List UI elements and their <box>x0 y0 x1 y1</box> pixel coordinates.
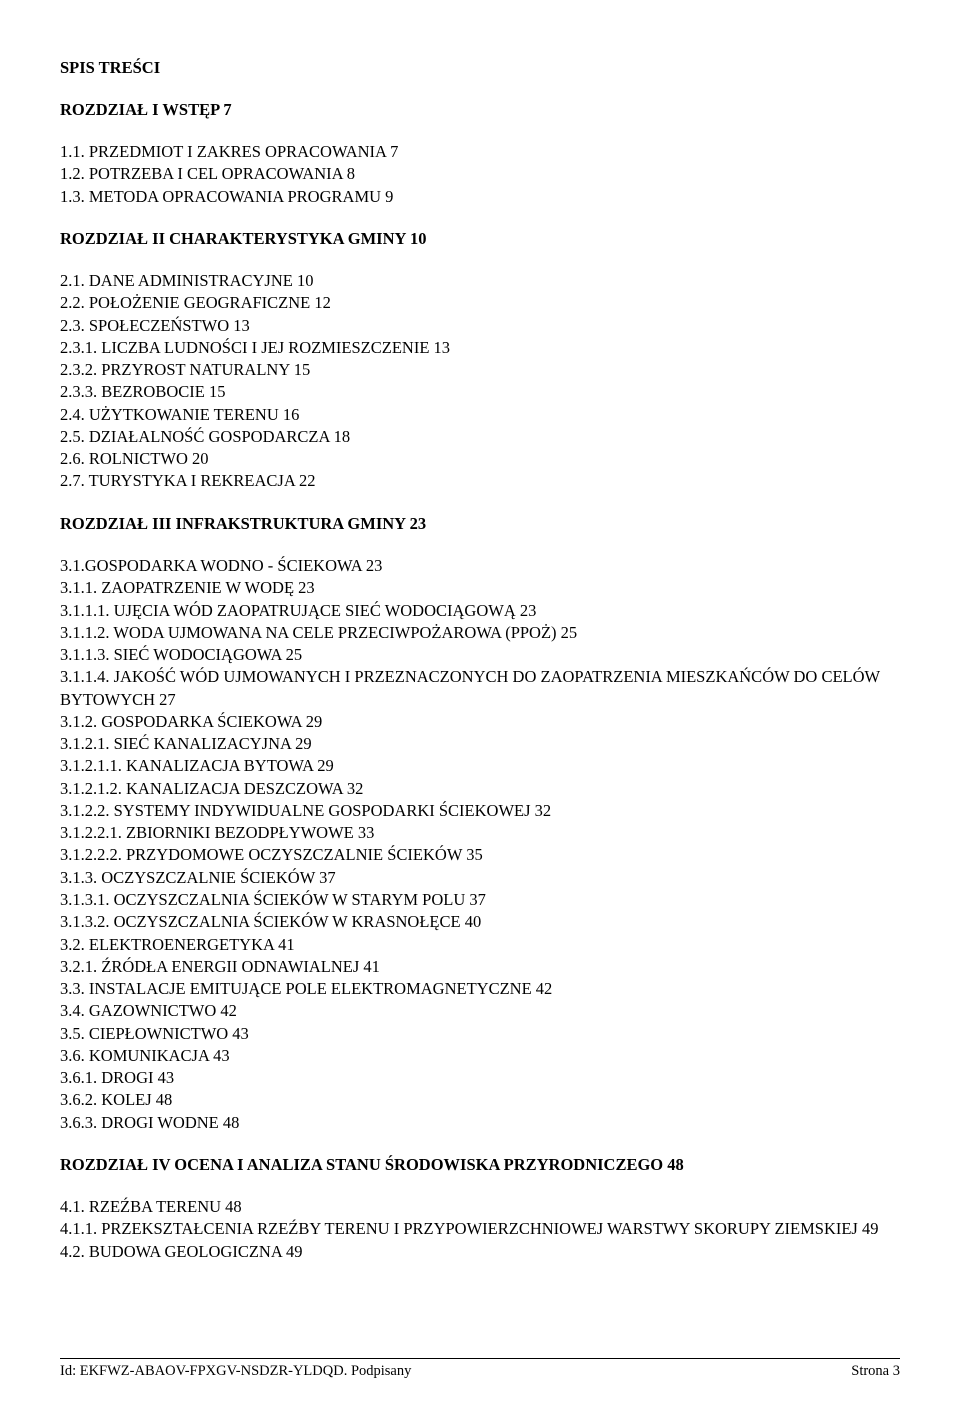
toc-line: 3.6. KOMUNIKACJA 43 <box>60 1045 900 1067</box>
toc-line: 3.1.1. ZAOPATRZENIE W WODĘ 23 <box>60 577 900 599</box>
toc-line: 3.1.2.2.1. ZBIORNIKI BEZODPŁYWOWE 33 <box>60 822 900 844</box>
toc-line: 2.7. TURYSTYKA I REKREACJA 22 <box>60 470 900 492</box>
toc-line: 3.1.1.3. SIEĆ WODOCIĄGOWA 25 <box>60 644 900 666</box>
toc-line: 3.6.2. KOLEJ 48 <box>60 1089 900 1111</box>
toc-line: 2.4. UŻYTKOWANIE TERENU 16 <box>60 404 900 426</box>
chapter1-lines: 1.1. PRZEDMIOT I ZAKRES OPRACOWANIA 7 1.… <box>60 141 900 208</box>
toc-line: 2.1. DANE ADMINISTRACYJNE 10 <box>60 270 900 292</box>
chapter4-lines: 4.1. RZEŹBA TERENU 48 4.1.1. PRZEKSZTAŁC… <box>60 1196 900 1263</box>
chapter4-heading: ROZDZIAŁ IV OCENA I ANALIZA STANU ŚRODOW… <box>60 1154 900 1176</box>
toc-line: 3.1.2.2. SYSTEMY INDYWIDUALNE GOSPODARKI… <box>60 800 900 822</box>
toc-line: 2.3.1. LICZBA LUDNOŚCI I JEJ ROZMIESZCZE… <box>60 337 900 359</box>
content-area: SPIS TREŚCI ROZDZIAŁ I WSTĘP 7 1.1. PRZE… <box>60 57 900 1263</box>
toc-line: 3.1.2. GOSPODARKA ŚCIEKOWA 29 <box>60 711 900 733</box>
toc-line: 2.3.2. PRZYROST NATURALNY 15 <box>60 359 900 381</box>
toc-line: 3.1.2.1.2. KANALIZACJA DESZCZOWA 32 <box>60 778 900 800</box>
toc-line: 2.6. ROLNICTWO 20 <box>60 448 900 470</box>
chapter2-heading: ROZDZIAŁ II CHARAKTERYSTYKA GMINY 10 <box>60 228 900 250</box>
toc-line: 3.4. GAZOWNICTWO 42 <box>60 1000 900 1022</box>
toc-line: 3.2.1. ŹRÓDŁA ENERGII ODNAWIALNEJ 41 <box>60 956 900 978</box>
footer-right: Strona 3 <box>851 1363 900 1380</box>
toc-line: 3.6.3. DROGI WODNE 48 <box>60 1112 900 1134</box>
toc-line: 3.1.2.1.1. KANALIZACJA BYTOWA 29 <box>60 755 900 777</box>
toc-line: 3.1.3. OCZYSZCZALNIE ŚCIEKÓW 37 <box>60 867 900 889</box>
toc-line: 4.1.1. PRZEKSZTAŁCENIA RZEŹBY TERENU I P… <box>60 1218 900 1240</box>
page-footer: Id: EKFWZ-ABAOV-FPXGV-NSDZR-YLDQD. Podpi… <box>60 1358 900 1380</box>
toc-line: 3.1.1.4. JAKOŚĆ WÓD UJMOWANYCH I PRZEZNA… <box>60 666 900 711</box>
toc-line: 2.3. SPOŁECZEŃSTWO 13 <box>60 315 900 337</box>
toc-line: 4.2. BUDOWA GEOLOGICZNA 49 <box>60 1241 900 1263</box>
toc-line: 3.3. INSTALACJE EMITUJĄCE POLE ELEKTROMA… <box>60 978 900 1000</box>
toc-line: 3.5. CIEPŁOWNICTWO 43 <box>60 1023 900 1045</box>
toc-line: 3.1.1.1. UJĘCIA WÓD ZAOPATRUJĄCE SIEĆ WO… <box>60 600 900 622</box>
toc-line: 3.2. ELEKTROENERGETYKA 41 <box>60 934 900 956</box>
chapter1-heading: ROZDZIAŁ I WSTĘP 7 <box>60 99 900 121</box>
toc-line: 3.1.1.2. WODA UJMOWANA NA CELE PRZECIWPO… <box>60 622 900 644</box>
chapter2-lines: 2.1. DANE ADMINISTRACYJNE 10 2.2. POŁOŻE… <box>60 270 900 493</box>
toc-title: SPIS TREŚCI <box>60 57 900 79</box>
toc-line: 1.1. PRZEDMIOT I ZAKRES OPRACOWANIA 7 <box>60 141 900 163</box>
chapter3-heading: ROZDZIAŁ III INFRAKSTRUKTURA GMINY 23 <box>60 513 900 535</box>
footer-left: Id: EKFWZ-ABAOV-FPXGV-NSDZR-YLDQD. Podpi… <box>60 1363 411 1380</box>
toc-line: 1.2. POTRZEBA I CEL OPRACOWANIA 8 <box>60 163 900 185</box>
toc-line: 3.1.GOSPODARKA WODNO - ŚCIEKOWA 23 <box>60 555 900 577</box>
toc-line: 3.1.2.1. SIEĆ KANALIZACYJNA 29 <box>60 733 900 755</box>
toc-line: 2.5. DZIAŁALNOŚĆ GOSPODARCZA 18 <box>60 426 900 448</box>
document-page: SPIS TREŚCI ROZDZIAŁ I WSTĘP 7 1.1. PRZE… <box>0 0 960 1404</box>
toc-line: 1.3. METODA OPRACOWANIA PROGRAMU 9 <box>60 186 900 208</box>
toc-line: 3.1.3.2. OCZYSZCZALNIA ŚCIEKÓW W KRASNOŁ… <box>60 911 900 933</box>
toc-line: 3.1.3.1. OCZYSZCZALNIA ŚCIEKÓW W STARYM … <box>60 889 900 911</box>
toc-line: 2.3.3. BEZROBOCIE 15 <box>60 381 900 403</box>
toc-line: 2.2. POŁOŻENIE GEOGRAFICZNE 12 <box>60 292 900 314</box>
toc-line: 3.6.1. DROGI 43 <box>60 1067 900 1089</box>
chapter3-lines: 3.1.GOSPODARKA WODNO - ŚCIEKOWA 23 3.1.1… <box>60 555 900 1134</box>
toc-line: 3.1.2.2.2. PRZYDOMOWE OCZYSZCZALNIE ŚCIE… <box>60 844 900 866</box>
toc-line: 4.1. RZEŹBA TERENU 48 <box>60 1196 900 1218</box>
